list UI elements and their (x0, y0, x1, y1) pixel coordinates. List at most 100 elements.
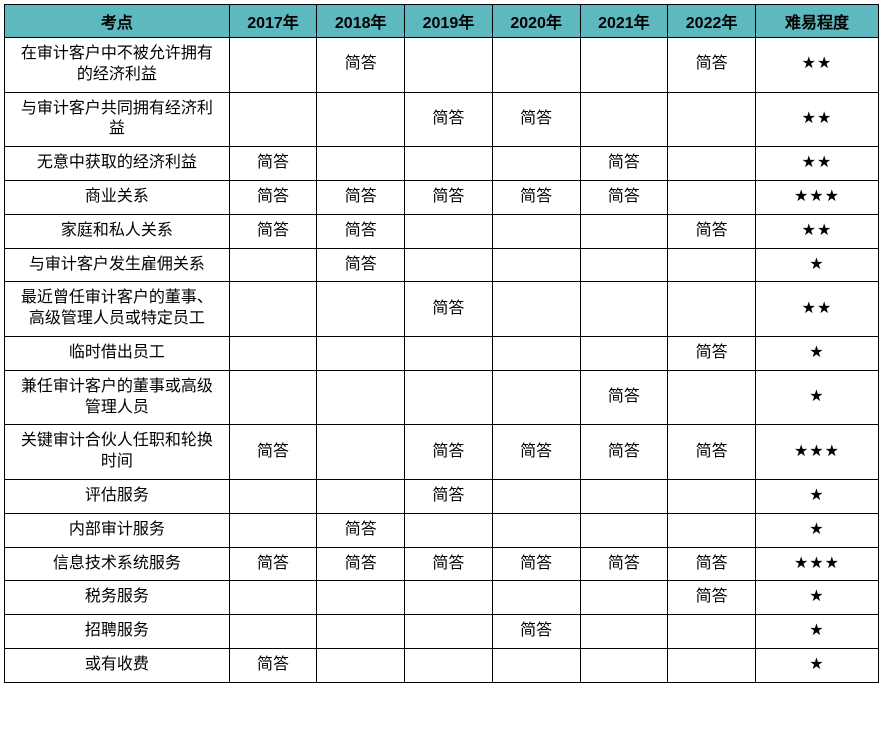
topic-cell: 税务服务 (5, 581, 230, 615)
year-cell (229, 282, 317, 337)
year-cell: 简答 (580, 180, 668, 214)
year-cell: 简答 (317, 38, 405, 93)
year-cell: 简答 (405, 479, 493, 513)
year-cell: 简答 (580, 425, 668, 480)
year-cell (580, 513, 668, 547)
header-2019: 2019年 (405, 5, 493, 38)
table-row: 与审计客户共同拥有经济利益简答简答★★ (5, 92, 879, 147)
table-row: 最近曾任审计客户的董事、高级管理人员或特定员工简答★★ (5, 282, 879, 337)
header-2018: 2018年 (317, 5, 405, 38)
year-cell (229, 92, 317, 147)
table-row: 临时借出员工 简答★ (5, 336, 879, 370)
year-cell (317, 425, 405, 480)
year-cell (492, 336, 580, 370)
topic-cell: 无意中获取的经济利益 (5, 147, 230, 181)
year-cell (492, 479, 580, 513)
header-topic: 考点 (5, 5, 230, 38)
year-cell (405, 214, 493, 248)
topic-cell: 与审计客户发生雇佣关系 (5, 248, 230, 282)
year-cell (668, 248, 756, 282)
year-cell (405, 648, 493, 682)
year-cell (317, 479, 405, 513)
year-cell (492, 248, 580, 282)
year-cell: 简答 (317, 248, 405, 282)
year-cell: 简答 (405, 547, 493, 581)
topic-cell: 家庭和私人关系 (5, 214, 230, 248)
year-cell (492, 38, 580, 93)
year-cell (580, 648, 668, 682)
year-cell (405, 615, 493, 649)
year-cell (317, 615, 405, 649)
year-cell (317, 648, 405, 682)
table-row: 家庭和私人关系简答简答简答★★ (5, 214, 879, 248)
table-row: 或有收费简答★ (5, 648, 879, 682)
year-cell (580, 336, 668, 370)
year-cell: 简答 (668, 336, 756, 370)
topic-cell: 关键审计合伙人任职和轮换时间 (5, 425, 230, 480)
table-row: 税务服务简答★ (5, 581, 879, 615)
difficulty-cell: ★★ (755, 92, 878, 147)
year-cell: 简答 (405, 180, 493, 214)
table-row: 在审计客户中不被允许拥有的经济利益简答简答★★ (5, 38, 879, 93)
table-row: 兼任审计客户的董事或高级管理人员简答★ (5, 370, 879, 425)
topic-cell: 内部审计服务 (5, 513, 230, 547)
year-cell (317, 147, 405, 181)
difficulty-cell: ★★ (755, 147, 878, 181)
year-cell (405, 370, 493, 425)
year-cell: 简答 (229, 425, 317, 480)
year-cell (492, 581, 580, 615)
year-cell: 简答 (492, 180, 580, 214)
table-row: 内部审计服务简答★ (5, 513, 879, 547)
table-body: 在审计客户中不被允许拥有的经济利益简答简答★★与审计客户共同拥有经济利益简答简答… (5, 38, 879, 683)
year-cell (405, 248, 493, 282)
year-cell (317, 370, 405, 425)
topic-cell: 在审计客户中不被允许拥有的经济利益 (5, 38, 230, 93)
year-cell: 简答 (229, 648, 317, 682)
year-cell (668, 513, 756, 547)
year-cell (317, 282, 405, 337)
table-row: 信息技术系统服务简答简答简答简答简答简答★★★ (5, 547, 879, 581)
difficulty-cell: ★★ (755, 282, 878, 337)
year-cell (405, 336, 493, 370)
year-cell (580, 214, 668, 248)
table-row: 商业关系简答简答简答简答简答★★★ (5, 180, 879, 214)
year-cell (317, 336, 405, 370)
year-cell (229, 248, 317, 282)
difficulty-cell: ★★ (755, 214, 878, 248)
year-cell: 简答 (317, 214, 405, 248)
difficulty-cell: ★ (755, 581, 878, 615)
topic-cell: 临时借出员工 (5, 336, 230, 370)
table-row: 评估服务简答★ (5, 479, 879, 513)
year-cell: 简答 (580, 547, 668, 581)
difficulty-cell: ★★★ (755, 180, 878, 214)
topic-cell: 招聘服务 (5, 615, 230, 649)
difficulty-cell: ★★★ (755, 547, 878, 581)
difficulty-cell: ★★★ (755, 425, 878, 480)
year-cell (229, 513, 317, 547)
year-cell (492, 282, 580, 337)
year-cell (668, 370, 756, 425)
difficulty-cell: ★ (755, 336, 878, 370)
year-cell (229, 479, 317, 513)
year-cell (580, 92, 668, 147)
year-cell: 简答 (668, 38, 756, 93)
header-2021: 2021年 (580, 5, 668, 38)
year-cell (405, 38, 493, 93)
year-cell (668, 479, 756, 513)
year-cell: 简答 (580, 370, 668, 425)
year-cell (229, 615, 317, 649)
difficulty-cell: ★★ (755, 38, 878, 93)
year-cell (405, 581, 493, 615)
difficulty-cell: ★ (755, 648, 878, 682)
year-cell (492, 513, 580, 547)
year-cell: 简答 (668, 425, 756, 480)
year-cell (668, 180, 756, 214)
year-cell: 简答 (492, 92, 580, 147)
year-cell (229, 336, 317, 370)
header-difficulty: 难易程度 (755, 5, 878, 38)
year-cell: 简答 (317, 547, 405, 581)
topic-cell: 兼任审计客户的董事或高级管理人员 (5, 370, 230, 425)
year-cell (668, 147, 756, 181)
year-cell: 简答 (668, 547, 756, 581)
year-cell: 简答 (492, 547, 580, 581)
